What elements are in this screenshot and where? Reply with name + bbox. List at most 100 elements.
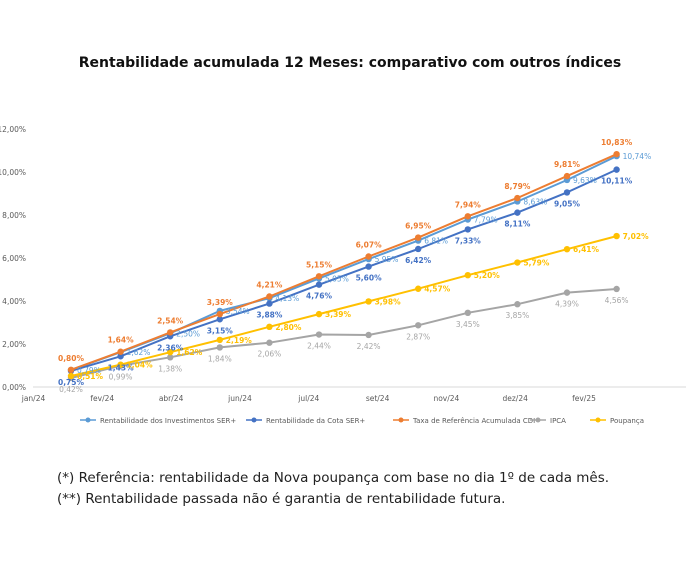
data-point: [67, 366, 75, 373]
data-label: 3,15%: [207, 326, 234, 335]
data-point: [514, 301, 521, 308]
data-point: [365, 263, 372, 270]
data-label: 1,84%: [208, 354, 232, 363]
data-label: 2,87%: [406, 332, 430, 341]
data-label: 4,21%: [256, 280, 283, 289]
data-label: 1,04%: [127, 361, 154, 370]
data-label: 1,38%: [158, 364, 182, 373]
data-label: 7,79%: [474, 216, 498, 225]
x-tick-label: nov/24: [433, 394, 459, 403]
data-label: 1,64%: [108, 336, 135, 345]
data-point: [415, 285, 422, 292]
line-chart: 0,00% 2,00% 4,00% 6,00% 8,00% 10,00% 12,00% jan…: [0, 125, 686, 425]
y-tick-label: 8,00%: [2, 211, 26, 220]
x-tick-label: dez/24: [503, 394, 529, 403]
data-label: 7,02%: [623, 232, 650, 241]
data-label: 1,62%: [176, 348, 203, 357]
data-point: [514, 194, 521, 202]
data-point: [563, 172, 571, 180]
data-point: [415, 245, 422, 253]
y-tick-label: 2,00%: [2, 340, 26, 349]
x-tick-label: fev/24: [90, 394, 114, 403]
data-label: 5,79%: [523, 259, 550, 268]
y-tick-label: 0,00%: [2, 383, 26, 392]
data-point: [514, 259, 521, 266]
data-label: 2,44%: [307, 342, 331, 351]
data-label: 7,94%: [455, 200, 482, 209]
data-label: 9,63%: [573, 176, 597, 185]
data-label: 3,88%: [256, 311, 283, 320]
legend-swatch-marker: [251, 417, 257, 423]
data-label: 7,33%: [455, 236, 482, 245]
data-label: 5,95%: [375, 255, 399, 264]
data-label: 5,60%: [356, 274, 383, 283]
data-point: [266, 323, 273, 330]
data-point: [514, 209, 521, 216]
data-label: 10,11%: [601, 177, 633, 186]
series-line: [70, 153, 618, 371]
data-label: 10,74%: [623, 152, 652, 161]
data-point: [563, 289, 571, 296]
data-point: [266, 300, 273, 307]
data-label: 2,80%: [275, 323, 302, 332]
x-tick-label: set/24: [366, 394, 390, 403]
chart-title: Rentabilidade acumulada 12 Meses: compar…: [78, 55, 622, 71]
footnotes: (*) Referência: rentabilidade da Nova po…: [57, 468, 687, 510]
x-tick-label: jul/24: [297, 394, 319, 403]
data-point: [216, 336, 223, 344]
data-label: 3,39%: [207, 298, 234, 307]
data-label: 0,79%: [77, 366, 101, 375]
data-label: 4,76%: [306, 292, 333, 301]
footnote-reference: (*) Referência: rentabilidade da Nova po…: [57, 470, 610, 486]
data-label: 6,81%: [424, 237, 448, 246]
data-point: [613, 166, 620, 173]
data-point: [117, 353, 124, 360]
legend-label: Rentabilidade da Cota SER+: [266, 417, 365, 425]
x-tick-label: jun/24: [227, 394, 252, 403]
data-point: [613, 232, 620, 240]
legend-label: Rentabilidade dos Investimentos SER+: [100, 417, 236, 425]
data-label: 9,81%: [554, 160, 581, 169]
data-point: [266, 339, 273, 346]
data-label: 2,36%: [157, 343, 184, 352]
data-point: [464, 213, 471, 220]
data-point: [563, 245, 571, 253]
data-point: [117, 361, 124, 368]
data-label: 0,51%: [77, 372, 104, 381]
data-point: [117, 348, 124, 355]
data-point: [315, 281, 323, 288]
legend-label: Taxa de Referência Acumulada CDI: [412, 417, 535, 425]
legend-label: Poupança: [610, 417, 644, 425]
data-label: 5,05%: [325, 274, 349, 283]
data-label: 1,43%: [108, 363, 135, 372]
y-tick-label: 6,00%: [2, 254, 26, 263]
data-point: [613, 150, 620, 158]
data-point: [464, 309, 471, 317]
data-label: 4,57%: [424, 285, 451, 294]
data-point: [415, 234, 422, 241]
data-label: 8,79%: [504, 182, 531, 191]
data-point: [365, 298, 372, 305]
legend-swatch-marker: [398, 417, 404, 423]
x-tick-label: fev/25: [572, 394, 596, 403]
data-label: 4,56%: [605, 296, 629, 305]
data-label: 6,95%: [405, 222, 432, 231]
data-label: 2,42%: [357, 342, 381, 351]
data-label: 3,45%: [456, 320, 480, 329]
data-label: 5,20%: [474, 271, 501, 280]
data-label: 8,11%: [504, 220, 531, 229]
data-point: [167, 354, 174, 361]
data-label: 5,15%: [306, 260, 333, 269]
data-label: 2,19%: [226, 336, 253, 345]
data-label: 0,75%: [58, 378, 85, 387]
series-line: [70, 168, 618, 372]
y-tick-label: 12,00%: [0, 125, 26, 134]
data-label: 3,85%: [505, 311, 529, 320]
data-label: 3,54%: [226, 307, 250, 316]
data-label: 6,42%: [405, 256, 432, 265]
data-point: [365, 253, 372, 260]
legend-swatch-marker: [535, 417, 541, 423]
series-line: [70, 235, 617, 377]
data-label: 2,50%: [176, 329, 200, 338]
data-label: 3,39%: [325, 310, 352, 319]
